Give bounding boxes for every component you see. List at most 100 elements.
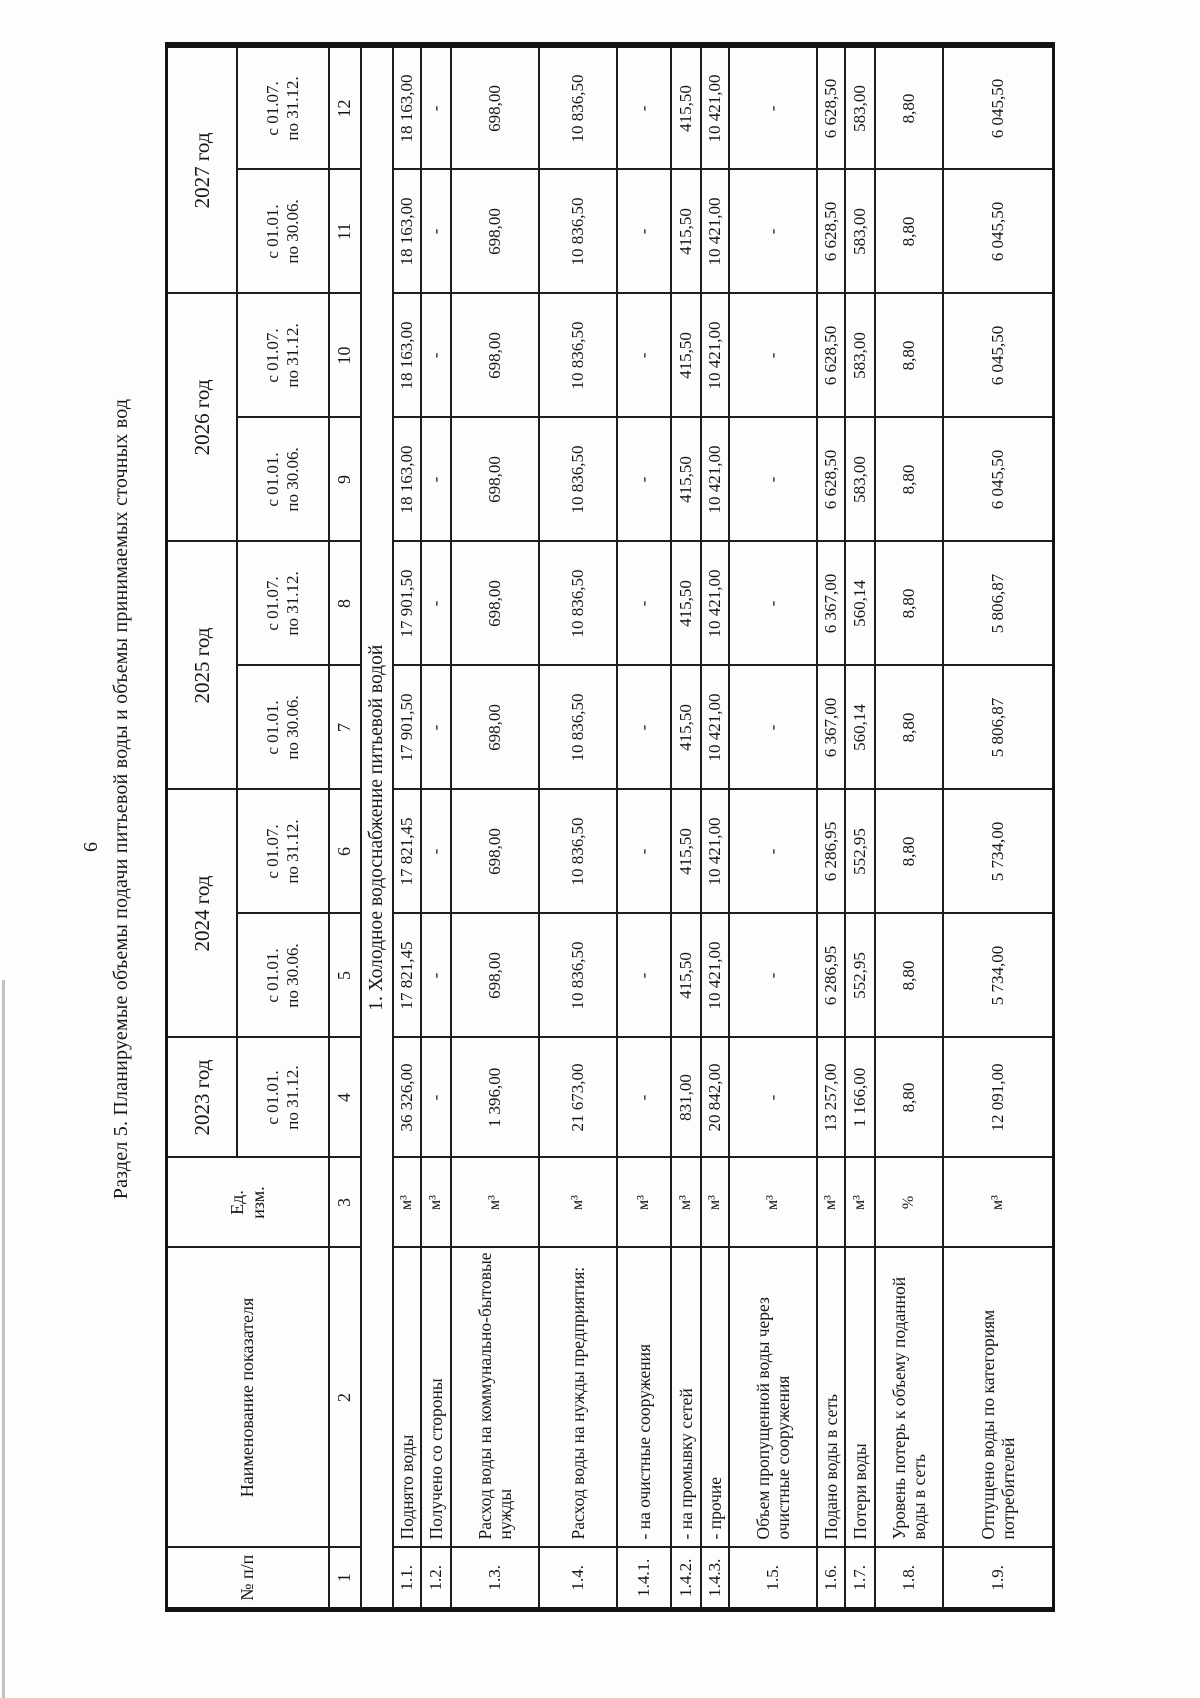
- cell-value: 10 836,50: [539, 45, 618, 170]
- header-colnum: 2: [328, 1247, 361, 1548]
- cell-num: 1.4.3.: [701, 1547, 730, 1610]
- header-year-2024: 2024 год: [166, 789, 237, 1038]
- header-year-2025: 2025 год: [166, 541, 237, 790]
- section-title: Раздел 5. Планируемые объемы подачи пить…: [110, 398, 132, 1200]
- cell-value: 698,00: [451, 541, 540, 666]
- table-head: № п/п Наименование показателя Ед. изм. 2023…: [166, 45, 361, 1610]
- cell-value: 8,80: [875, 913, 944, 1038]
- cell-value: 8,80: [875, 1037, 944, 1158]
- cell-value: 17 821,45: [393, 789, 422, 914]
- cell-value: 8,80: [875, 293, 944, 418]
- cell-unit: м³: [943, 1157, 1054, 1248]
- cell-value: -: [729, 1037, 818, 1158]
- cell-name: Подано воды в сеть: [817, 1247, 846, 1548]
- cell-value: -: [729, 293, 818, 418]
- cell-name: Объем пропущенной воды через очистные со…: [729, 1247, 818, 1548]
- cell-value: 415,50: [671, 665, 702, 790]
- cell-unit: м³: [539, 1157, 618, 1248]
- cell-value: 10 421,00: [701, 169, 730, 294]
- cell-value: 21 673,00: [539, 1037, 618, 1158]
- cell-value: 698,00: [451, 665, 540, 790]
- cell-value: 10 836,50: [539, 293, 618, 418]
- cell-value: 698,00: [451, 45, 540, 170]
- cell-value: -: [729, 417, 818, 542]
- table-body: 1. Холодное водоснабжение питьевой водой…: [360, 45, 1054, 1610]
- table-row: 1.3. Расход воды на коммунально-бытовые н…: [451, 45, 540, 1610]
- header-period: с 01.07. по 31.12.: [236, 541, 329, 666]
- cell-value: 13 257,00: [817, 1037, 846, 1158]
- cell-value: -: [421, 293, 452, 418]
- header-period: с 01.01. по 30.06.: [236, 169, 329, 294]
- cell-value: 415,50: [671, 913, 702, 1038]
- cell-unit: м³: [671, 1157, 702, 1248]
- header-colnum: 3: [328, 1157, 361, 1248]
- header-period: с 01.01. по 30.06.: [236, 665, 329, 790]
- cell-num: 1.1.: [393, 1547, 422, 1610]
- scan-edge-artifact: [2, 980, 5, 1698]
- cell-value: -: [421, 45, 452, 170]
- table-row: 1.8. Уровень потерь к объему поданной вод…: [875, 45, 944, 1610]
- cell-value: 10 421,00: [701, 417, 730, 542]
- cell-num: 1.8.: [875, 1547, 944, 1610]
- cell-name: Отпущено воды по категориям потребителей: [943, 1247, 1054, 1548]
- cell-value: 10 836,50: [539, 913, 618, 1038]
- cell-name: Потери воды: [845, 1247, 876, 1548]
- section-header: 1. Холодное водоснабжение питьевой водой: [360, 45, 394, 1610]
- cell-value: 583,00: [845, 293, 876, 418]
- cell-num: 1.4.: [539, 1547, 618, 1610]
- cell-value: 6 367,00: [817, 541, 846, 666]
- header-colnum: 6: [328, 789, 361, 914]
- cell-unit: м³: [817, 1157, 846, 1248]
- cell-value: 552,95: [845, 789, 876, 914]
- cell-value: -: [617, 541, 672, 666]
- main-table: № п/п Наименование показателя Ед. изм. 2023…: [165, 42, 1055, 1612]
- cell-name: Поднято воды: [393, 1247, 422, 1548]
- cell-value: 5 806,87: [943, 665, 1054, 790]
- page-number: 6: [80, 842, 102, 852]
- cell-unit: %: [875, 1157, 944, 1248]
- header-colnum: 11: [328, 169, 361, 294]
- cell-num: 1.4.2.: [671, 1547, 702, 1610]
- header-colnum: 12: [328, 45, 361, 170]
- cell-value: -: [729, 169, 818, 294]
- cell-num: 1.9.: [943, 1547, 1054, 1610]
- cell-unit: м³: [845, 1157, 876, 1248]
- cell-unit: м³: [701, 1157, 730, 1248]
- cell-value: 18 163,00: [393, 417, 422, 542]
- cell-value: 415,50: [671, 169, 702, 294]
- cell-value: -: [617, 789, 672, 914]
- cell-value: 17 821,45: [393, 913, 422, 1038]
- cell-value: -: [617, 169, 672, 294]
- cell-num: 1.3.: [451, 1547, 540, 1610]
- cell-value: 10 836,50: [539, 789, 618, 914]
- header-period: с 01.07. по 31.12.: [236, 45, 329, 170]
- cell-value: -: [421, 665, 452, 790]
- header-row-colnumbers: 1 2 3 4 5 6 7 8 9 10 11 12: [328, 45, 361, 1610]
- cell-value: 698,00: [451, 913, 540, 1038]
- cell-value: -: [421, 1037, 452, 1158]
- cell-value: 560,14: [845, 541, 876, 666]
- header-colnum: 8: [328, 541, 361, 666]
- table-row: 1.5. Объем пропущенной воды через очистны…: [729, 45, 818, 1610]
- cell-value: -: [421, 541, 452, 666]
- cell-value: 698,00: [451, 293, 540, 418]
- cell-value: 17 901,50: [393, 541, 422, 666]
- header-period: с 01.01. по 31.12.: [236, 1037, 329, 1158]
- cell-value: -: [421, 169, 452, 294]
- table-row: 1.9. Отпущено воды по категориям потребит…: [943, 45, 1054, 1610]
- cell-value: 8,80: [875, 169, 944, 294]
- cell-value: 6 628,50: [817, 293, 846, 418]
- cell-value: 8,80: [875, 541, 944, 666]
- cell-value: 6 286,95: [817, 913, 846, 1038]
- cell-value: 5 806,87: [943, 541, 1054, 666]
- cell-value: 6 628,50: [817, 45, 846, 170]
- cell-value: 415,50: [671, 45, 702, 170]
- cell-num: 1.4.1.: [617, 1547, 672, 1610]
- cell-value: 10 421,00: [701, 45, 730, 170]
- cell-value: 6 286,95: [817, 789, 846, 914]
- cell-value: -: [617, 293, 672, 418]
- cell-unit: м³: [617, 1157, 672, 1248]
- cell-value: -: [421, 417, 452, 542]
- cell-value: -: [617, 1037, 672, 1158]
